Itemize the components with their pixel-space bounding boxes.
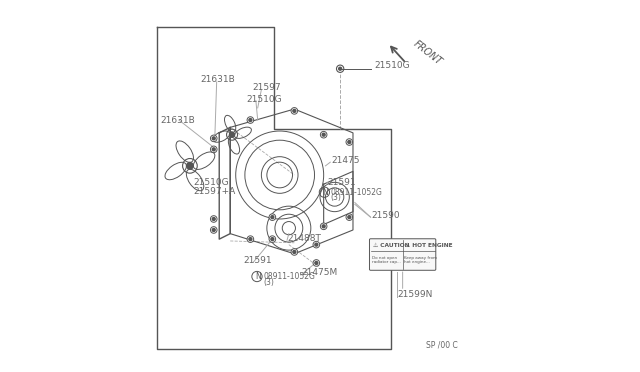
Circle shape (271, 238, 274, 241)
Circle shape (346, 139, 353, 145)
Text: 21475M: 21475M (301, 268, 337, 278)
Text: N: N (323, 188, 328, 197)
Circle shape (348, 141, 351, 144)
Circle shape (315, 262, 318, 264)
Circle shape (249, 119, 252, 122)
Text: 08911-1052G: 08911-1052G (331, 188, 383, 197)
Circle shape (337, 65, 344, 73)
Circle shape (271, 216, 274, 219)
Text: N: N (255, 272, 261, 281)
Text: Do not open
radiator cap...: Do not open radiator cap... (372, 256, 401, 264)
Text: 21631B: 21631B (200, 75, 235, 84)
Text: 21510G: 21510G (246, 94, 282, 104)
Circle shape (291, 108, 298, 114)
Circle shape (291, 248, 298, 255)
Circle shape (293, 109, 296, 112)
Circle shape (212, 148, 215, 151)
Circle shape (346, 214, 353, 221)
Circle shape (321, 131, 327, 138)
Circle shape (313, 241, 319, 248)
Circle shape (293, 250, 296, 253)
Circle shape (348, 216, 351, 219)
Circle shape (212, 228, 215, 231)
Text: 21488T: 21488T (287, 234, 321, 243)
Circle shape (322, 133, 325, 136)
Text: 21599N: 21599N (397, 289, 433, 299)
Circle shape (315, 243, 318, 246)
Text: 21590: 21590 (371, 211, 400, 220)
Text: 21597+A: 21597+A (193, 187, 236, 196)
Text: SP /00 C: SP /00 C (426, 341, 458, 350)
Text: Keep away from
hot engine...: Keep away from hot engine... (404, 256, 437, 264)
Circle shape (247, 117, 253, 124)
FancyBboxPatch shape (369, 239, 436, 270)
Circle shape (321, 223, 327, 230)
Circle shape (313, 260, 319, 266)
Circle shape (269, 214, 276, 221)
Text: 21510G: 21510G (193, 178, 229, 187)
Text: 08911-1052G: 08911-1052G (263, 272, 315, 281)
Text: ⚠ CAUTION: ⚠ CAUTION (372, 243, 409, 248)
Circle shape (212, 137, 215, 140)
Text: 21591: 21591 (243, 256, 271, 264)
Circle shape (247, 236, 253, 243)
Text: (3): (3) (263, 278, 274, 286)
Text: 21510G: 21510G (374, 61, 410, 70)
Text: 21591: 21591 (327, 178, 356, 187)
Circle shape (211, 146, 217, 153)
Text: FRONT: FRONT (412, 39, 444, 67)
Text: (3): (3) (331, 193, 342, 202)
Circle shape (187, 163, 193, 169)
Text: ⚠ HOT ENGINE: ⚠ HOT ENGINE (405, 243, 452, 248)
Circle shape (211, 227, 217, 233)
Circle shape (212, 218, 215, 221)
Circle shape (230, 132, 234, 137)
Circle shape (249, 238, 252, 241)
Circle shape (339, 67, 342, 70)
Text: 21597: 21597 (252, 83, 281, 92)
Text: 21475: 21475 (331, 156, 360, 165)
Circle shape (211, 216, 217, 222)
Circle shape (269, 236, 276, 243)
Text: 21631B: 21631B (161, 116, 195, 125)
Circle shape (322, 225, 325, 228)
Circle shape (211, 135, 217, 142)
